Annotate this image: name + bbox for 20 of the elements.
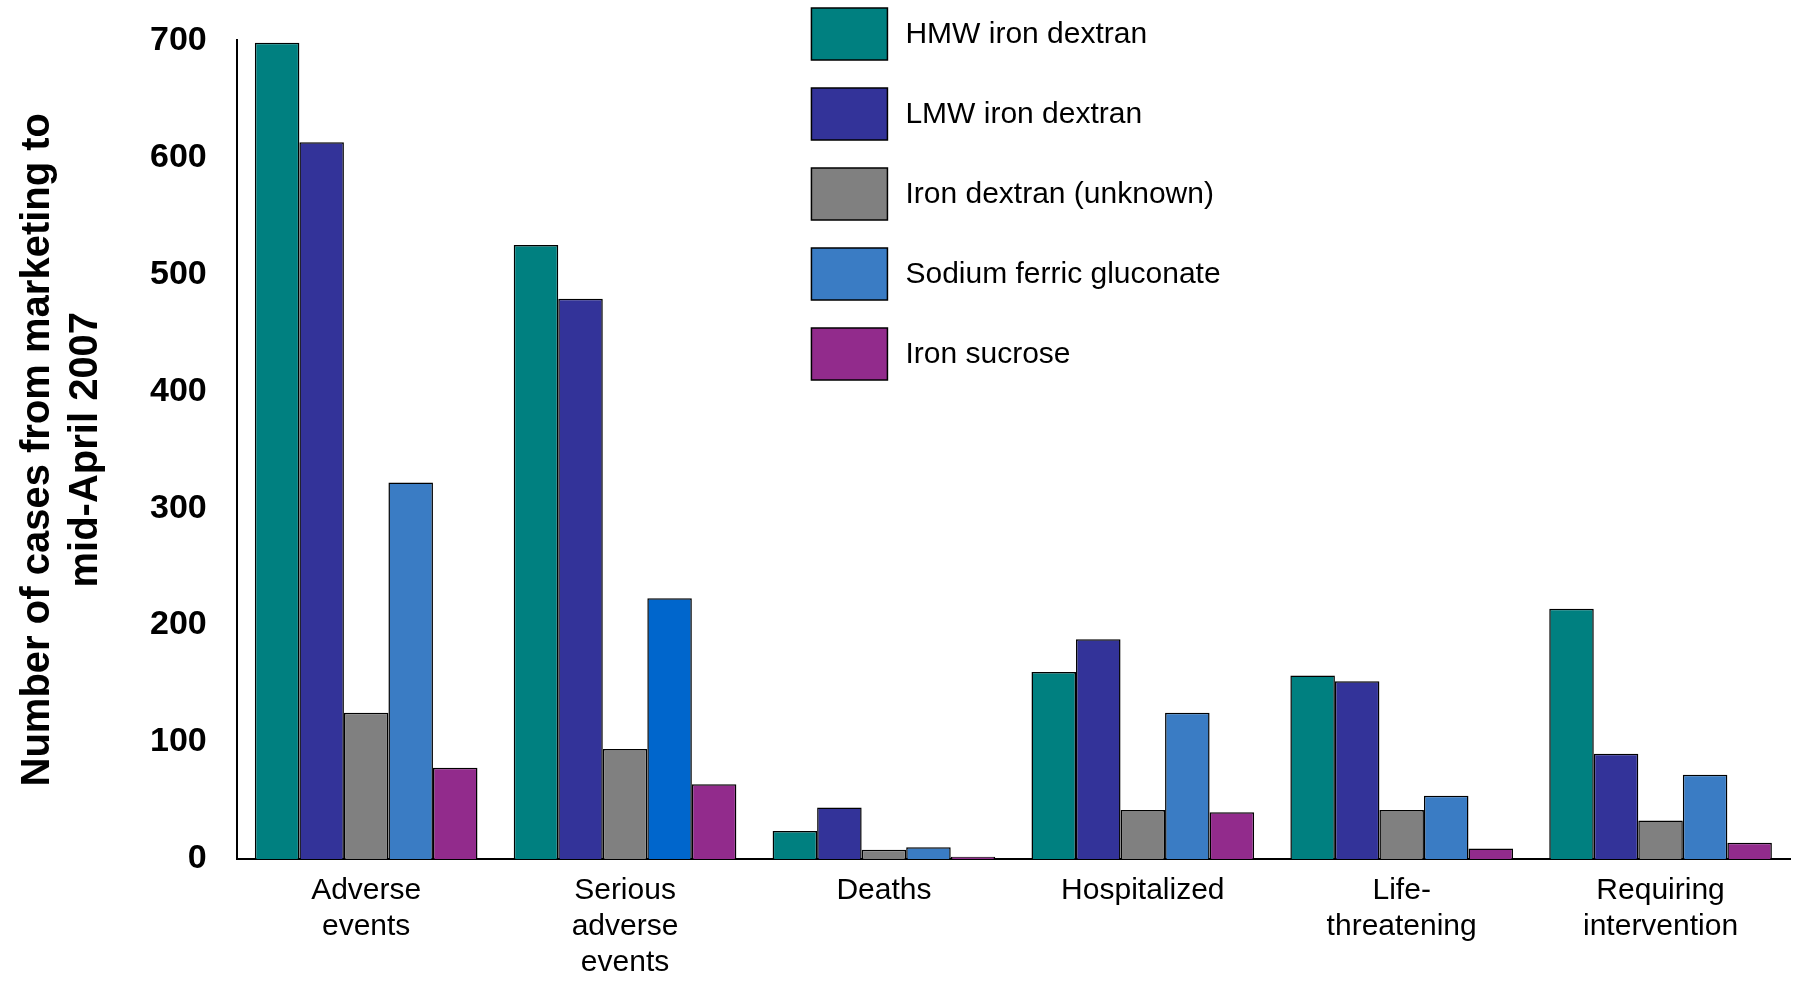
legend-label: Sodium ferric gluconate	[905, 256, 1221, 290]
legend-label: HMW iron dextran	[905, 16, 1148, 50]
x-tick-label: Life-threatening	[1326, 872, 1477, 942]
y-tick-label: 700	[149, 18, 207, 57]
legend-label: Iron dextran (unknown)	[905, 176, 1214, 210]
y-axis-title: Number of cases from marketing to mid-April 2007	[13, 112, 106, 787]
legend-label: Iron sucrose	[905, 336, 1071, 370]
y-tick-label: 300	[149, 486, 207, 525]
y-tick-label: 600	[149, 135, 207, 174]
y-tick-label: 400	[149, 369, 207, 408]
x-tick-label: Adverse events	[311, 872, 422, 942]
y-tick-label: 0	[187, 837, 207, 876]
x-tick-label: Serious adverse events	[571, 872, 679, 978]
y-tick-label: 200	[149, 603, 207, 642]
x-tick-label: Requiring intervention	[1583, 872, 1739, 942]
y-tick-label: 100	[149, 720, 207, 759]
x-tick-label: Deaths	[836, 872, 932, 906]
x-tick-label: Hospitalized	[1061, 872, 1225, 906]
y-tick-label: 500	[149, 252, 207, 291]
legend-label: LMW iron dextran	[905, 96, 1143, 130]
